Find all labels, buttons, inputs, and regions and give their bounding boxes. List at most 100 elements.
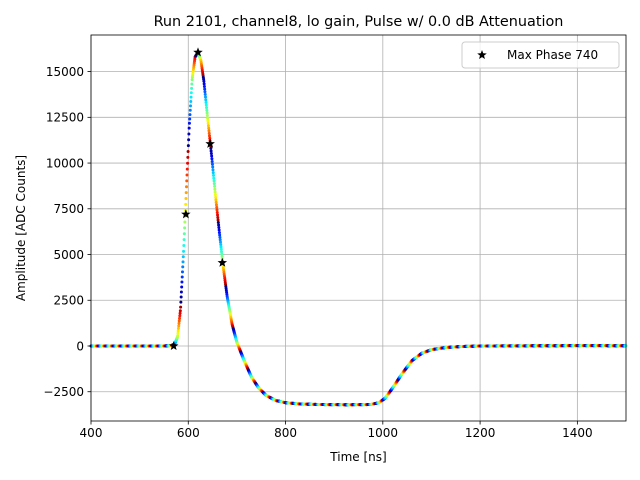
pulse-point [207, 129, 211, 133]
pulse-point [218, 240, 222, 244]
pulse-point [185, 185, 188, 189]
pulse-point [204, 103, 208, 107]
max-phase-star [181, 209, 191, 219]
pulse-point [208, 134, 211, 138]
pulse-point [207, 131, 211, 135]
y-tick-label: −2500 [43, 385, 84, 399]
legend-star-icon [477, 50, 487, 60]
pulse-point [220, 254, 224, 258]
pulse-point [190, 86, 194, 90]
y-tick-label: 12500 [46, 111, 84, 125]
pulse-point [182, 232, 186, 236]
y-tick-label: 15000 [46, 65, 84, 79]
pulse-point [217, 226, 221, 230]
y-tick-label: 7500 [53, 202, 84, 216]
pulse-point [179, 305, 183, 309]
pulse-point [211, 165, 215, 169]
pulse-point [214, 203, 218, 207]
x-tick-label: 400 [80, 426, 103, 440]
pulse-point [217, 231, 221, 235]
pulse-point [212, 176, 216, 180]
y-tick-label: 10000 [46, 156, 84, 170]
pulse-point [181, 255, 185, 259]
plot-frame [90, 34, 627, 422]
pulse-point [215, 208, 219, 212]
pulse-point [176, 334, 180, 338]
pulse-point [220, 250, 224, 254]
pulse-point [187, 121, 191, 125]
pulse-point [211, 171, 215, 175]
x-axis-label: Time [ns] [329, 450, 386, 464]
pulse-point [212, 179, 216, 183]
pulse-point [190, 78, 194, 82]
pulse-point [210, 157, 214, 161]
x-tick-label: 1000 [368, 426, 399, 440]
legend: Max Phase 740 [461, 41, 620, 69]
pulse-point [211, 168, 215, 172]
pulse-point [204, 100, 208, 104]
pulse-point [177, 319, 181, 323]
x-tick-label: 600 [177, 426, 200, 440]
pulse-point [204, 98, 208, 102]
pulse-point [219, 243, 223, 247]
pulse-point [186, 155, 190, 159]
pulse-point [218, 233, 222, 237]
pulse-point [206, 124, 210, 128]
x-tick-label: 1200 [465, 426, 496, 440]
pulse-point [188, 113, 192, 117]
pulse-point [176, 326, 180, 330]
pulse-point [208, 136, 212, 140]
pulse-point [214, 198, 218, 202]
pulse-point [203, 92, 207, 96]
pulse-point [218, 235, 222, 239]
pulse-point [214, 195, 218, 199]
pulse-point [182, 243, 186, 247]
legend-label-max-phase: Max Phase 740 [507, 48, 598, 62]
pulse-point [203, 90, 207, 94]
pulse-point [182, 238, 186, 242]
series-max-phase [168, 47, 228, 351]
pulse-point [205, 114, 209, 118]
pulse-point [210, 154, 214, 158]
pulse-point [213, 190, 217, 194]
pulse-point [180, 285, 184, 289]
pulse-point [205, 111, 209, 115]
grid-lines [90, 35, 626, 421]
pulse-point [185, 167, 189, 171]
pulse-point [206, 119, 210, 123]
pulse-point [176, 329, 180, 333]
pulse-point [185, 173, 189, 177]
pulse-point [185, 179, 189, 183]
pulse-point [189, 91, 193, 95]
pulse-point [212, 173, 216, 177]
max-phase-star [217, 257, 228, 267]
pulse-point [187, 126, 191, 130]
pulse-point [216, 221, 220, 225]
pulse-point [209, 151, 213, 155]
pulse-point [220, 252, 224, 256]
max-phase-star [193, 47, 203, 57]
pulse-point [218, 238, 222, 242]
y-tick-label: 5000 [53, 248, 84, 262]
legend-box [461, 41, 620, 69]
pulse-point [189, 95, 193, 99]
pulse-point [180, 275, 184, 279]
pulse-point [210, 160, 214, 164]
pulse-point [202, 82, 206, 86]
pulse-point [184, 197, 188, 200]
pulse-point [216, 215, 220, 219]
y-tick-label: 2500 [53, 294, 84, 308]
pulse-point [203, 87, 207, 91]
x-tick-label: 800 [274, 426, 297, 440]
pulse-point [187, 138, 191, 142]
pulse-point [182, 249, 186, 253]
pulse-point [202, 79, 206, 83]
pulse-point [215, 210, 219, 214]
pulse-point [216, 218, 220, 222]
pulse-point [184, 202, 188, 206]
pulse-point [213, 187, 217, 191]
y-axis-label: Amplitude [ADC Counts] [14, 155, 28, 301]
pulse-point [216, 213, 220, 217]
pulse-point [207, 126, 211, 130]
pulse-point [203, 95, 207, 99]
